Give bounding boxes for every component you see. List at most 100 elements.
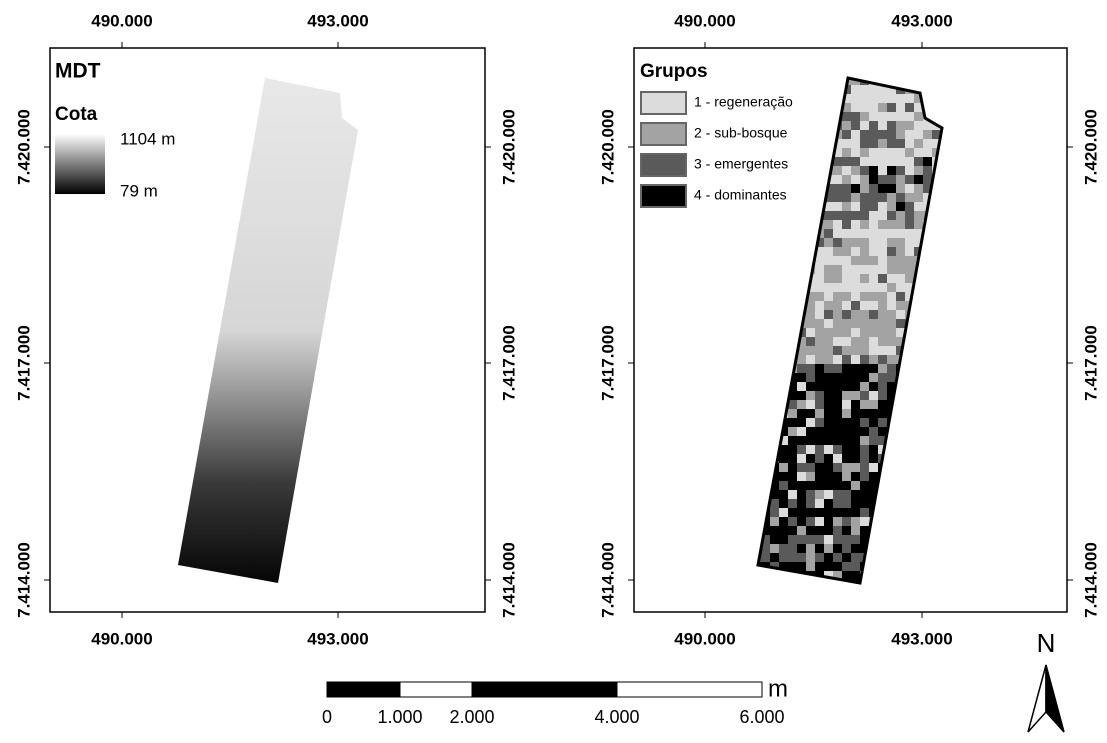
raster-cell [905,247,914,256]
raster-cell [833,202,842,211]
raster-cell [860,274,869,283]
raster-cell [851,157,860,166]
raster-cell [896,121,905,130]
raster-cell [914,184,923,193]
raster-cell [869,418,878,427]
raster-cell [860,355,869,364]
raster-cell [815,310,824,319]
raster-cell [869,247,878,256]
raster-cell [851,211,860,220]
raster-cell [815,490,824,499]
raster-cell [914,166,923,175]
raster-cell [842,220,851,229]
raster-cell [878,292,887,301]
raster-cell [797,355,806,364]
raster-cell [833,220,842,229]
raster-cell [806,463,815,472]
raster-cell [797,499,806,508]
raster-cell [797,436,806,445]
raster-cell [833,211,842,220]
raster-cell [797,517,806,526]
legend-title: Cota [55,104,98,125]
raster-cell [779,553,788,562]
raster-cell [860,391,869,400]
raster-cell [833,184,842,193]
raster-cell [878,328,887,337]
raster-cell [842,283,851,292]
raster-cell [842,121,851,130]
y-tick-label: 7.417.000 [1081,325,1100,401]
raster-cell [860,94,869,103]
raster-cell [806,526,815,535]
raster-cell [806,400,815,409]
raster-cell [824,409,833,418]
raster-cell [833,391,842,400]
raster-cell [851,571,860,580]
raster-cell [878,373,887,382]
raster-cell [851,391,860,400]
raster-cell [833,463,842,472]
raster-cell [806,445,815,454]
raster-cell [887,193,896,202]
raster-cell [851,247,860,256]
raster-cell [824,265,833,274]
raster-cell [842,454,851,463]
raster-cell [878,301,887,310]
raster-cell [896,103,905,112]
raster-cell [878,220,887,229]
raster-cell [869,454,878,463]
raster-cell [851,553,860,562]
raster-cell [842,427,851,436]
raster-cell [851,463,860,472]
color-ramp [55,134,105,194]
raster-cell [842,139,851,148]
raster-cell [878,121,887,130]
raster-cell [869,157,878,166]
raster-cell [860,337,869,346]
raster-cell [815,373,824,382]
raster-cell [815,346,824,355]
raster-cell [815,328,824,337]
raster-cell [887,130,896,139]
raster-cell [797,535,806,544]
raster-cell [833,553,842,562]
raster-cell [896,301,905,310]
scale-label: 6.000 [739,707,784,727]
raster-cell [905,238,914,247]
raster-cell [878,418,887,427]
raster-cell [851,175,860,184]
raster-cell [833,301,842,310]
raster-cell [887,256,896,265]
raster-cell [851,94,860,103]
north-label: N [1037,628,1056,658]
raster-cell [797,508,806,517]
raster-cell [806,427,815,436]
raster-cell [905,184,914,193]
raster-cell [842,310,851,319]
raster-cell [851,337,860,346]
raster-cell [851,166,860,175]
raster-cell [851,193,860,202]
raster-cell [878,202,887,211]
raster-cell [851,373,860,382]
raster-cell [869,391,878,400]
raster-cell [797,400,806,409]
north-arrow [1046,665,1064,732]
raster-cell [815,292,824,301]
raster-cell [878,247,887,256]
raster-cell [860,184,869,193]
raster-cell [824,247,833,256]
raster-cell [824,292,833,301]
raster-cell [797,481,806,490]
raster-cell [869,265,878,274]
raster-cell [914,130,923,139]
raster-cell [851,85,860,94]
raster-cell [806,391,815,400]
raster-cell [833,454,842,463]
raster-cell [905,121,914,130]
raster-cell [887,175,896,184]
raster-cell [887,157,896,166]
raster-cell [851,409,860,418]
raster-cell [869,130,878,139]
raster-cell [905,166,914,175]
